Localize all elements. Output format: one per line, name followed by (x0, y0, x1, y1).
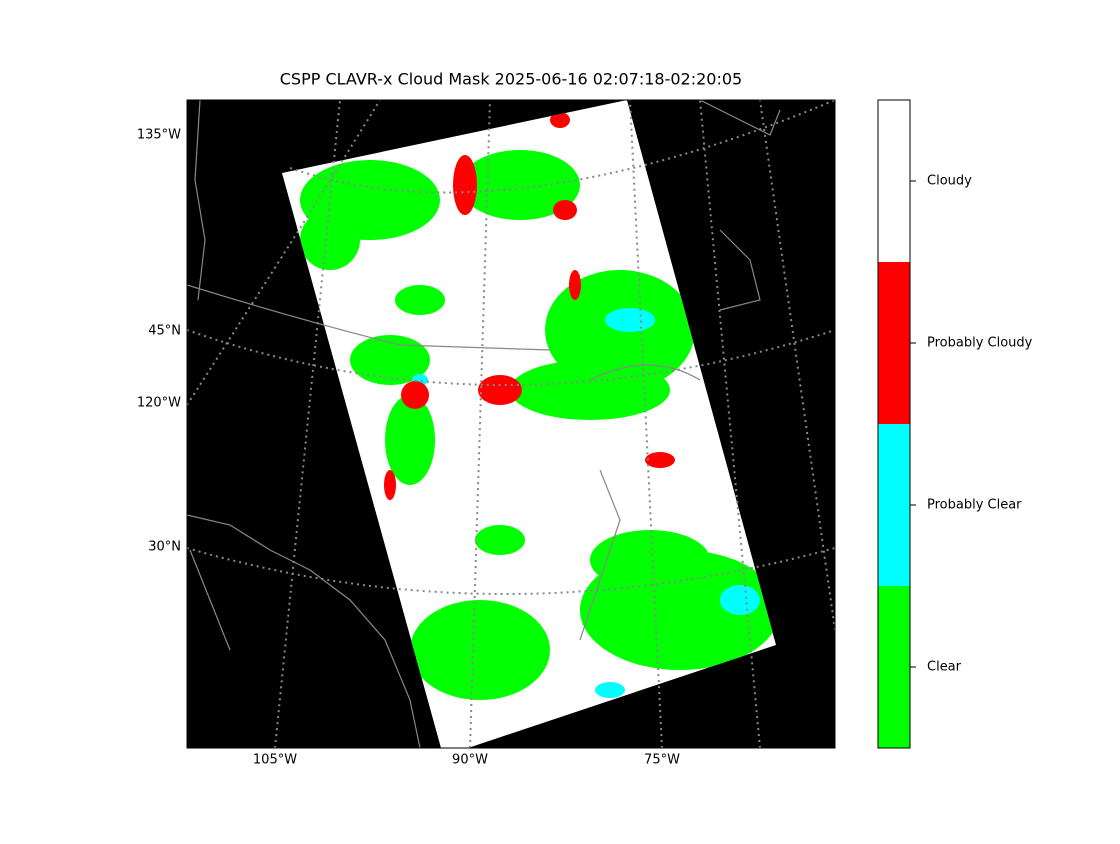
colorbar-segment (878, 262, 910, 424)
colorbar-label: Probably Cloudy (927, 336, 1033, 351)
lon-label: 90°W (452, 753, 488, 768)
lat-label: 30°N (148, 540, 181, 555)
lat-label: 45°N (148, 324, 181, 339)
map (187, 100, 835, 748)
colorbar: Cloudy Probably Cloudy Probably Clear Clear (878, 100, 1033, 748)
coastlines (187, 100, 781, 748)
colorbar-segment (878, 100, 910, 262)
colorbar-label: Probably Clear (927, 498, 1022, 513)
cloud-mask (300, 112, 776, 700)
colorbar-label: Clear (927, 660, 962, 675)
graticule (187, 100, 835, 748)
colorbar-label: Cloudy (927, 174, 972, 189)
lat-label: 135°W (137, 128, 181, 143)
title: CSPP CLAVR-x Cloud Mask 2025-06-16 02:07… (280, 70, 742, 89)
map-frame (186, 99, 836, 749)
colorbar-segment (878, 424, 910, 586)
colorbar-segment (878, 586, 910, 748)
colorbar-frame (877, 99, 911, 749)
lon-label: 105°W (253, 753, 297, 768)
lat-label: 120°W (137, 396, 181, 411)
lon-label: 75°W (644, 753, 680, 768)
